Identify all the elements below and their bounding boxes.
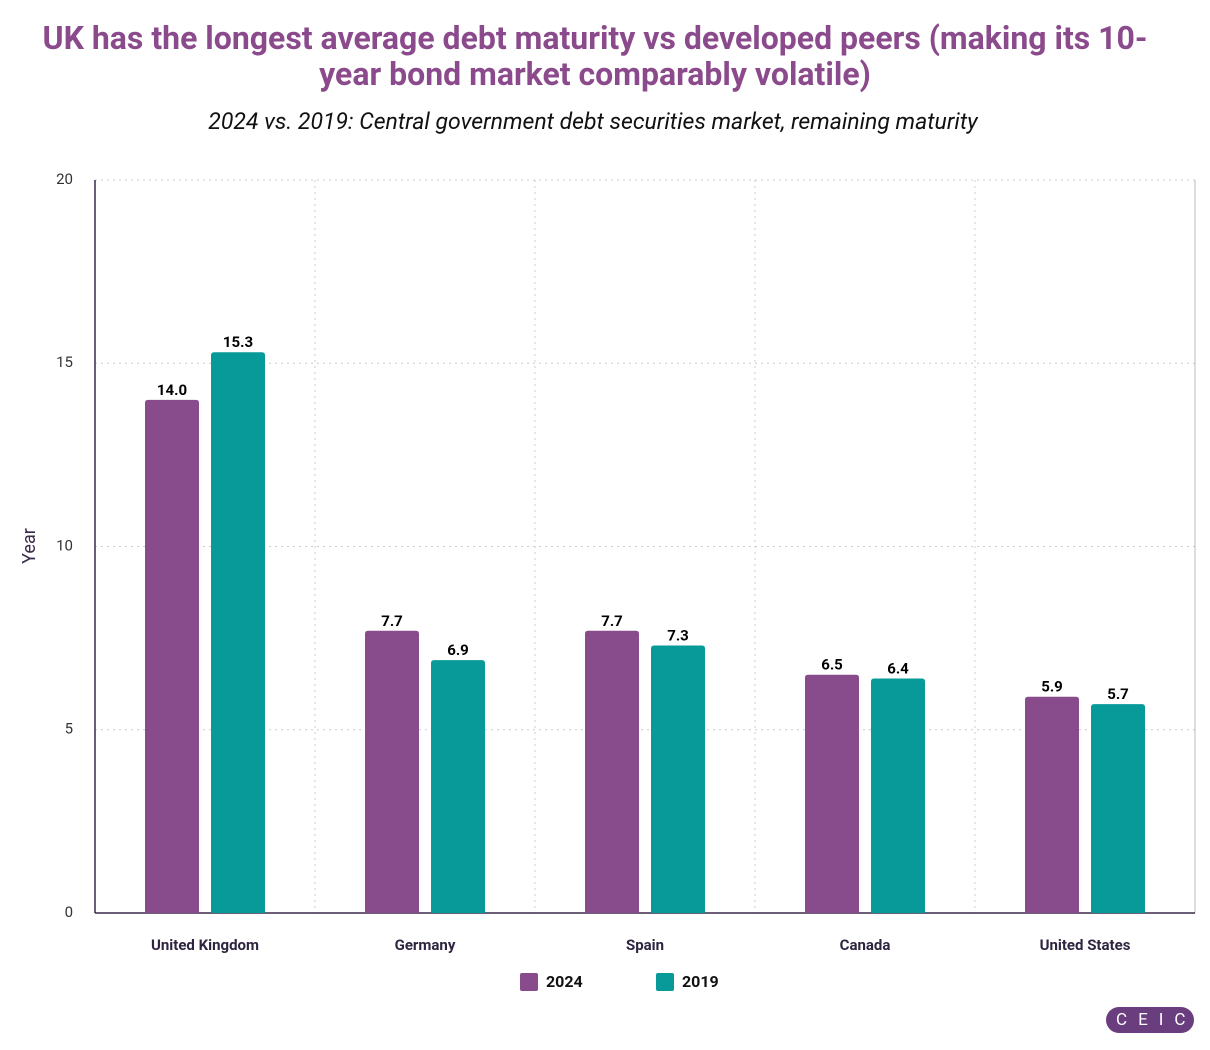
bar xyxy=(431,660,485,913)
y-tick-label: 15 xyxy=(56,353,73,371)
value-label: 7.3 xyxy=(667,626,689,644)
y-axis-label: Year xyxy=(19,528,40,564)
legend-swatch xyxy=(656,973,674,991)
bar xyxy=(651,645,705,913)
brand-logo: CEIC xyxy=(1106,1007,1194,1033)
y-tick-label: 20 xyxy=(56,170,73,188)
bar xyxy=(365,630,419,913)
value-label: 15.3 xyxy=(223,333,253,351)
value-label: 6.4 xyxy=(887,659,909,677)
legend-swatch xyxy=(520,973,538,991)
y-tick-label: 5 xyxy=(65,720,73,738)
x-tick-label: United States xyxy=(1040,936,1131,954)
bar xyxy=(871,678,925,913)
legend-label: 2024 xyxy=(546,972,583,991)
chart-subtitle: 2024 vs. 2019: Central government debt s… xyxy=(208,108,978,135)
bar xyxy=(585,630,639,913)
x-tick-label: Spain xyxy=(626,936,664,954)
y-tick-label: 0 xyxy=(65,903,73,921)
x-tick-label: Canada xyxy=(840,936,891,954)
x-tick-label: United Kingdom xyxy=(151,936,259,954)
value-label: 6.9 xyxy=(447,641,469,659)
bar xyxy=(145,399,199,913)
chart-title: UK has the longest average debt maturity… xyxy=(42,19,1148,93)
value-label: 6.5 xyxy=(821,656,843,674)
bar xyxy=(1025,696,1079,913)
value-label: 5.7 xyxy=(1107,685,1129,703)
x-tick-label: Germany xyxy=(395,936,456,954)
value-label: 14.0 xyxy=(157,381,187,399)
legend-label: 2019 xyxy=(682,972,719,991)
bar xyxy=(1091,704,1145,913)
bar xyxy=(211,352,265,913)
value-label: 7.7 xyxy=(381,612,403,630)
bar xyxy=(805,674,859,913)
value-label: 5.9 xyxy=(1041,678,1063,696)
value-label: 7.7 xyxy=(601,612,623,630)
y-tick-label: 10 xyxy=(56,536,73,554)
